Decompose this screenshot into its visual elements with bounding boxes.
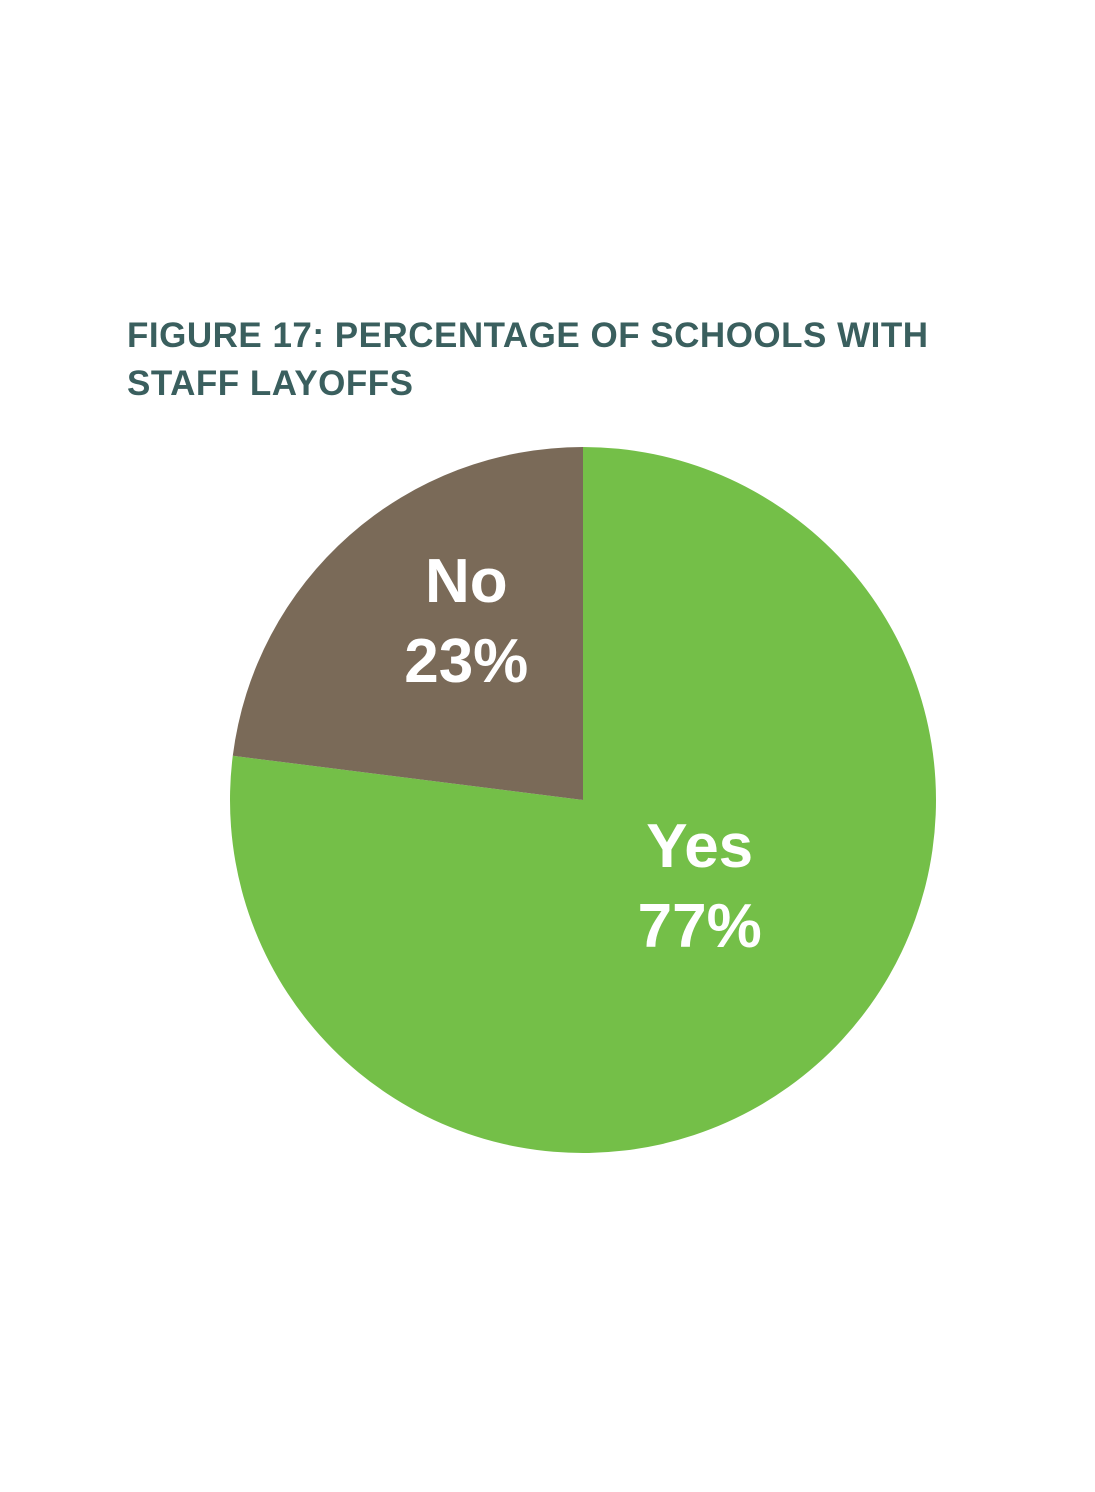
slice-category-label: Yes: [646, 812, 753, 881]
slice-value-label: 77%: [638, 892, 762, 961]
slice-category-label: No: [425, 547, 508, 616]
chart-title: FIGURE 17: PERCENTAGE OF SCHOOLS WITH ST…: [127, 316, 929, 403]
pie-slice: [232, 447, 583, 800]
slice-value-label: 23%: [404, 627, 528, 696]
